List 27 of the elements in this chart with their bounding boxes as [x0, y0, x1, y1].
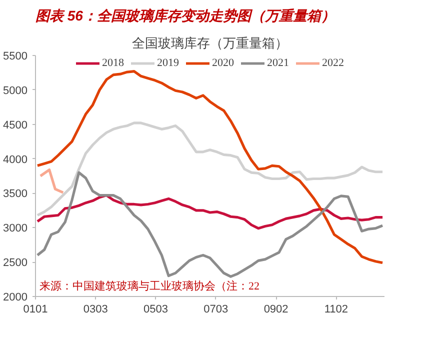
x-tick-label: 0303 — [83, 304, 108, 316]
y-tick-label: 3000 — [3, 222, 28, 235]
y-tick-label: 2000 — [3, 292, 28, 304]
line-series — [36, 70, 384, 264]
line-series — [36, 194, 384, 230]
legend-label: 2021 — [267, 57, 289, 69]
y-tick-label: 4500 — [3, 119, 28, 132]
annotation: 来源：中国建筑玻璃与工业玻璃协会（注：22 — [40, 280, 260, 292]
legend-label: 2022 — [322, 57, 344, 69]
y-tick-label: 2500 — [3, 257, 28, 270]
chart-title: 图表 56：全国玻璃库存变动走势图（万重量箱） — [36, 8, 335, 24]
legend-label: 2018 — [102, 57, 124, 69]
y-tick-label: 5500 — [3, 50, 28, 62]
x-tick-label: 0902 — [264, 304, 288, 316]
legend-label: 2019 — [157, 57, 179, 69]
legend-label: 2020 — [212, 57, 234, 69]
line-series — [39, 168, 64, 194]
chart-subtitle: 全国玻璃库存（万重量箱） — [132, 36, 288, 50]
y-tick-label: 5000 — [3, 84, 28, 97]
x-tick-label: 0703 — [204, 304, 228, 316]
line-series — [36, 122, 384, 217]
x-tick-label: 1102 — [324, 304, 348, 316]
y-tick-label: 4000 — [3, 154, 28, 166]
x-tick-label: 0101 — [23, 304, 48, 316]
x-tick-label: 0503 — [144, 304, 168, 316]
y-tick-label: 3500 — [3, 188, 28, 200]
line-series — [36, 171, 384, 278]
